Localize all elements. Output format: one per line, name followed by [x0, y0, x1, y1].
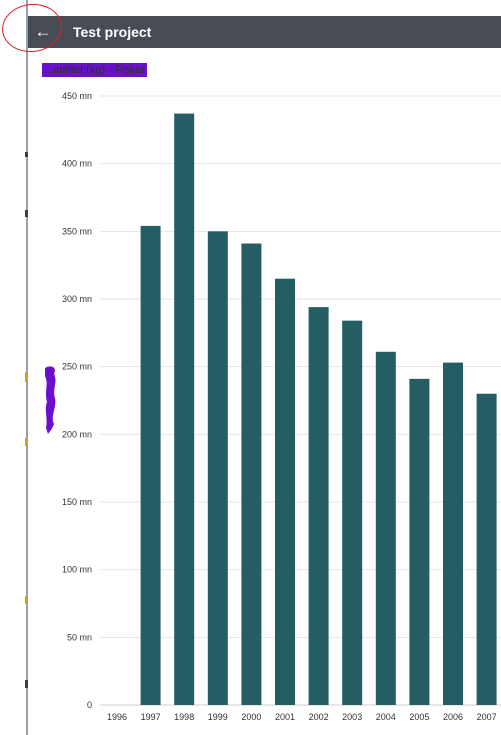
bar-2002 — [308, 307, 329, 705]
x-tick-label: 2007 — [477, 712, 497, 722]
back-button[interactable]: ← — [28, 16, 58, 48]
y-tick-label: 100 mn — [62, 565, 92, 575]
x-tick-label: 1999 — [208, 712, 228, 722]
y-tick-label: 350 mn — [62, 226, 92, 236]
y-tick-label: 250 mn — [62, 362, 92, 372]
y-tick-label: 150 mn — [62, 497, 92, 507]
chart-series-label: ...antitet (kg) - Fisker — [42, 63, 147, 77]
x-tick-label: 2005 — [409, 712, 429, 722]
x-tick-label: 2006 — [443, 712, 463, 722]
purple-redaction-mark — [45, 366, 56, 434]
page-title: Test project — [73, 24, 152, 40]
x-tick-label: 2002 — [309, 712, 329, 722]
y-tick-label: 0 — [87, 700, 92, 710]
arrow-left-icon: ← — [34, 22, 52, 41]
bar-2006 — [443, 362, 463, 705]
bar-2007 — [476, 393, 497, 705]
x-tick-label: 1997 — [141, 712, 161, 722]
y-tick-label: 450 mn — [62, 91, 92, 101]
x-tick-label: 2001 — [275, 712, 295, 722]
left-panel-divider — [26, 0, 28, 735]
bar-2000 — [241, 243, 262, 705]
x-tick-label: 2004 — [376, 712, 396, 722]
y-tick-label: 300 mn — [62, 294, 92, 304]
x-tick-label: 2000 — [241, 712, 261, 722]
bar-1999 — [207, 231, 228, 706]
bar-2004 — [375, 351, 396, 705]
bar-1998 — [174, 113, 195, 706]
y-tick-label: 200 mn — [62, 429, 92, 439]
x-tick-label: 2003 — [342, 712, 362, 722]
bar-1997 — [140, 225, 161, 706]
bar-2001 — [275, 278, 295, 705]
y-tick-label: 400 mn — [62, 159, 92, 169]
x-tick-label: 1996 — [107, 712, 127, 722]
app-header: ← Test project — [28, 16, 501, 48]
y-tick-label: 50 mn — [67, 632, 92, 642]
bar-2003 — [342, 320, 363, 705]
x-tick-label: 1998 — [174, 712, 194, 722]
bar-2005 — [409, 378, 430, 705]
